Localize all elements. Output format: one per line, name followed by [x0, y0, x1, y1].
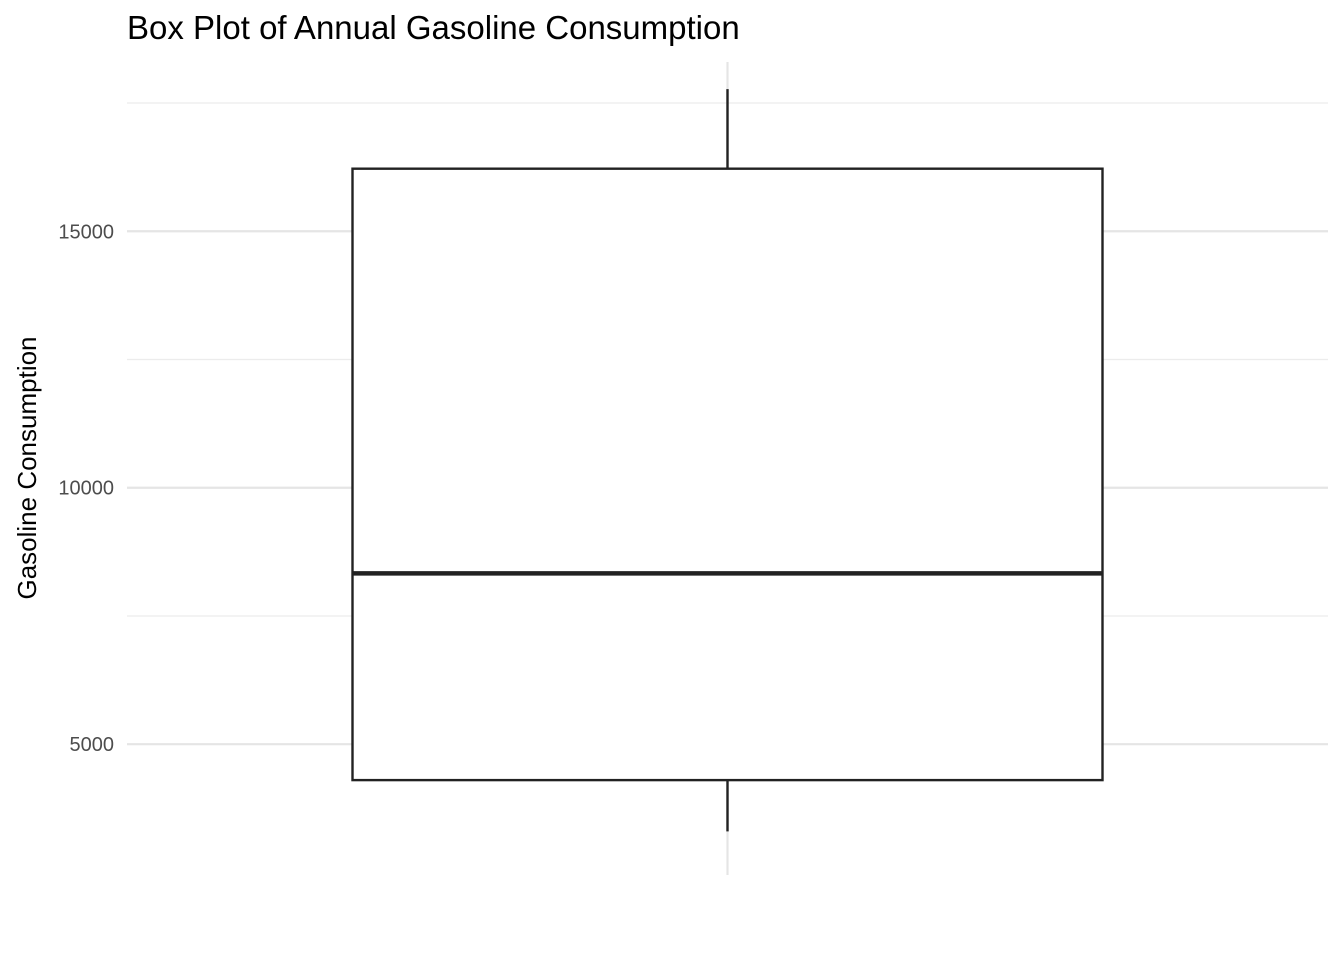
- box-plot: [351, 89, 1104, 832]
- y-axis-ticks: 5000 10000 15000: [58, 221, 114, 756]
- interquartile-box: [351, 167, 1104, 782]
- y-axis-label: Gasoline Consumption: [12, 336, 42, 599]
- y-tick-label: 15000: [58, 221, 114, 243]
- chart-title: Box Plot of Annual Gasoline Consumption: [127, 9, 740, 46]
- y-tick-label: 5000: [70, 734, 115, 756]
- y-tick-label: 10000: [58, 478, 114, 500]
